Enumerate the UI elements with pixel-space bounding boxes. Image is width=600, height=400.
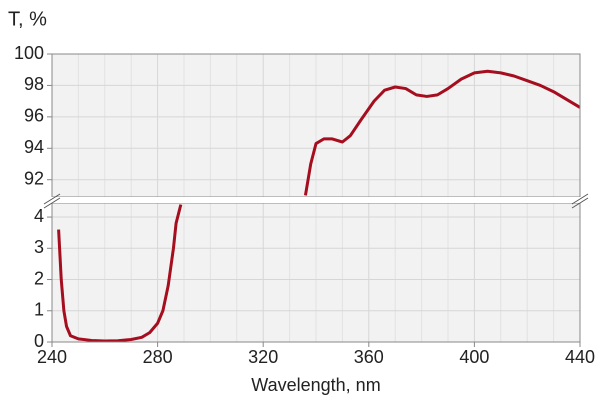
- axis-break: [40, 197, 592, 203]
- x-tick-label: 440: [565, 347, 595, 367]
- y-tick-label: 98: [24, 74, 44, 94]
- y-tick-label: 94: [24, 137, 44, 157]
- break-mark: [43, 193, 61, 205]
- y-axis-title: T, %: [8, 8, 47, 30]
- y-tick-label: 4: [34, 206, 44, 226]
- y-tick-label: 92: [24, 168, 44, 188]
- break-mark: [571, 197, 589, 209]
- data-line: [303, 69, 580, 196]
- x-tick-label: 280: [143, 347, 173, 367]
- y-tick-label: 1: [34, 300, 44, 320]
- y-tick-label: 0: [34, 331, 44, 351]
- y-tick-label: 2: [34, 268, 44, 288]
- data-line: [57, 204, 183, 342]
- break-mark: [43, 197, 61, 209]
- x-tick-label: 360: [354, 347, 384, 367]
- y-tick-label: 3: [34, 237, 44, 257]
- break-mark: [571, 193, 589, 205]
- x-axis-title: Wavelength, nm: [251, 375, 380, 395]
- y-tick-label: 96: [24, 106, 44, 126]
- x-tick-label: 400: [459, 347, 489, 367]
- x-tick-label: 320: [248, 347, 278, 367]
- x-tick-label: 240: [37, 347, 67, 367]
- y-tick-label: 100: [14, 43, 44, 63]
